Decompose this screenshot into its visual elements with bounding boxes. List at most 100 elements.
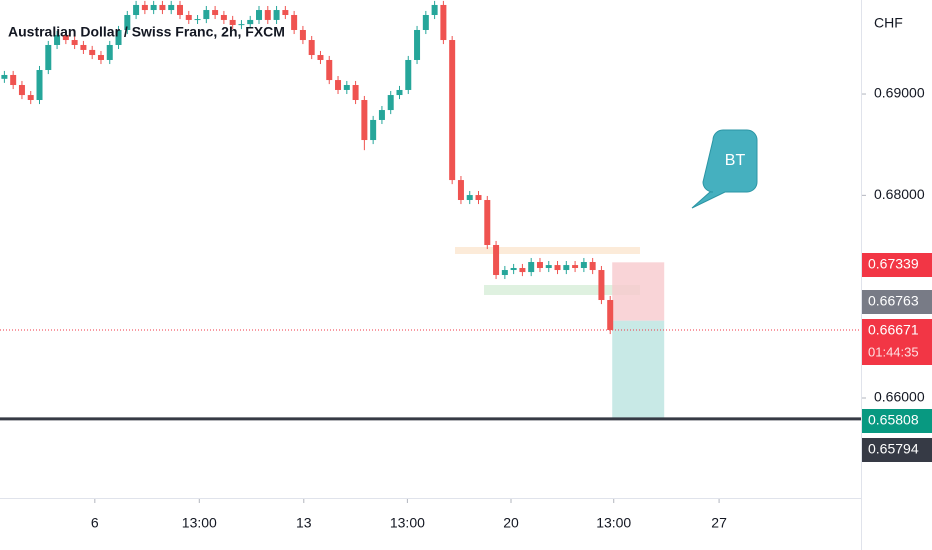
x-tick-label: 13:00 bbox=[182, 515, 217, 531]
candle-body bbox=[501, 270, 508, 275]
candle-body bbox=[572, 265, 579, 268]
candle-body bbox=[457, 180, 464, 201]
price-tag bbox=[862, 253, 932, 277]
candle-body bbox=[536, 262, 543, 268]
candle-body bbox=[405, 59, 412, 90]
candle-body bbox=[352, 85, 359, 101]
x-tick-label: 13:00 bbox=[596, 515, 631, 531]
candle-body bbox=[80, 44, 87, 50]
candle-body bbox=[256, 10, 263, 20]
x-tick-label: 6 bbox=[91, 515, 99, 531]
candle-body bbox=[89, 49, 96, 56]
candle-body bbox=[440, 4, 447, 41]
candle-body bbox=[449, 40, 456, 181]
candle-body bbox=[475, 195, 482, 201]
candle-body bbox=[317, 55, 324, 60]
candle-body bbox=[115, 29, 122, 45]
candle-body bbox=[27, 95, 34, 101]
price-tag-label: 0.66763 bbox=[868, 293, 919, 309]
candle-body bbox=[97, 55, 104, 60]
price-tag-label: 0.66671 bbox=[868, 322, 919, 338]
callout-text: BT bbox=[725, 152, 746, 169]
candle-body bbox=[133, 4, 140, 15]
x-tick-label: 13:00 bbox=[390, 515, 425, 531]
x-tick-label: 13 bbox=[296, 515, 312, 531]
price-tag bbox=[862, 409, 932, 433]
countdown-label: 01:44:35 bbox=[868, 344, 919, 359]
candle-body bbox=[554, 265, 561, 271]
candle-body bbox=[36, 70, 43, 101]
candle-body bbox=[580, 262, 587, 268]
candle-body bbox=[484, 200, 491, 245]
candle-body bbox=[168, 4, 175, 11]
candle-body bbox=[326, 59, 333, 81]
callout bbox=[691, 129, 758, 209]
price-tag bbox=[862, 438, 932, 462]
currency-label: CHF bbox=[874, 15, 903, 31]
target-zone bbox=[612, 320, 665, 418]
y-tick-label: 0.68000 bbox=[874, 186, 925, 202]
candle-body bbox=[264, 10, 271, 20]
candle-body bbox=[422, 14, 429, 30]
candle-body bbox=[203, 10, 210, 20]
candle-body bbox=[238, 24, 245, 26]
price-tag-label: 0.65808 bbox=[868, 412, 919, 428]
candle-body bbox=[589, 262, 596, 271]
candle-body bbox=[62, 34, 69, 41]
candle-body bbox=[431, 4, 438, 15]
stop-zone bbox=[612, 262, 665, 321]
candle-body bbox=[607, 300, 614, 331]
candle-body bbox=[71, 40, 78, 45]
candle-body bbox=[598, 270, 605, 301]
candle-body bbox=[299, 29, 306, 41]
candle-body bbox=[510, 267, 517, 271]
candle-body bbox=[396, 89, 403, 96]
candle-body bbox=[247, 19, 254, 25]
candle-body bbox=[528, 262, 535, 273]
candle-body bbox=[335, 80, 342, 90]
candle-body bbox=[370, 119, 377, 141]
price-tag bbox=[862, 290, 932, 314]
candle-body bbox=[10, 74, 17, 86]
candle-body bbox=[220, 14, 227, 20]
candle-body bbox=[106, 44, 113, 60]
candle-body bbox=[291, 14, 298, 30]
candle-body bbox=[124, 14, 131, 30]
chart-title: Australian Dollar / Swiss Franc, 2h, FXC… bbox=[8, 24, 285, 40]
candle-body bbox=[414, 29, 421, 60]
candle-body bbox=[519, 267, 526, 273]
candle-body bbox=[212, 10, 219, 15]
candle-body bbox=[176, 4, 183, 15]
price-tag bbox=[862, 319, 932, 365]
candle-body bbox=[45, 44, 52, 71]
candle-body bbox=[545, 265, 552, 268]
candle-body bbox=[229, 19, 236, 26]
candle-body bbox=[54, 34, 61, 45]
x-tick-label: 27 bbox=[711, 515, 727, 531]
y-tick-label: 0.69000 bbox=[874, 85, 925, 101]
candle-body bbox=[563, 265, 570, 271]
candle-body bbox=[273, 10, 280, 20]
y-tick-label: 0.66000 bbox=[874, 389, 925, 405]
candle-body bbox=[282, 10, 289, 15]
price-tag-label: 0.65794 bbox=[868, 441, 919, 457]
candle-body bbox=[378, 110, 385, 120]
price-tag-label: 0.67339 bbox=[868, 256, 919, 272]
candle-body bbox=[159, 4, 166, 11]
candle-body bbox=[141, 4, 148, 11]
candle-body bbox=[343, 85, 350, 90]
x-tick-label: 20 bbox=[503, 515, 519, 531]
candle-body bbox=[387, 95, 394, 111]
support-zone bbox=[484, 285, 640, 295]
candle-body bbox=[185, 14, 192, 20]
candle-body bbox=[361, 100, 368, 141]
candle-body bbox=[194, 19, 201, 21]
candle-body bbox=[18, 85, 25, 96]
candle-body bbox=[308, 40, 315, 56]
candle-body bbox=[493, 244, 500, 275]
candle-body bbox=[150, 4, 157, 11]
candle-body bbox=[1, 74, 8, 79]
candle-body bbox=[466, 195, 473, 201]
